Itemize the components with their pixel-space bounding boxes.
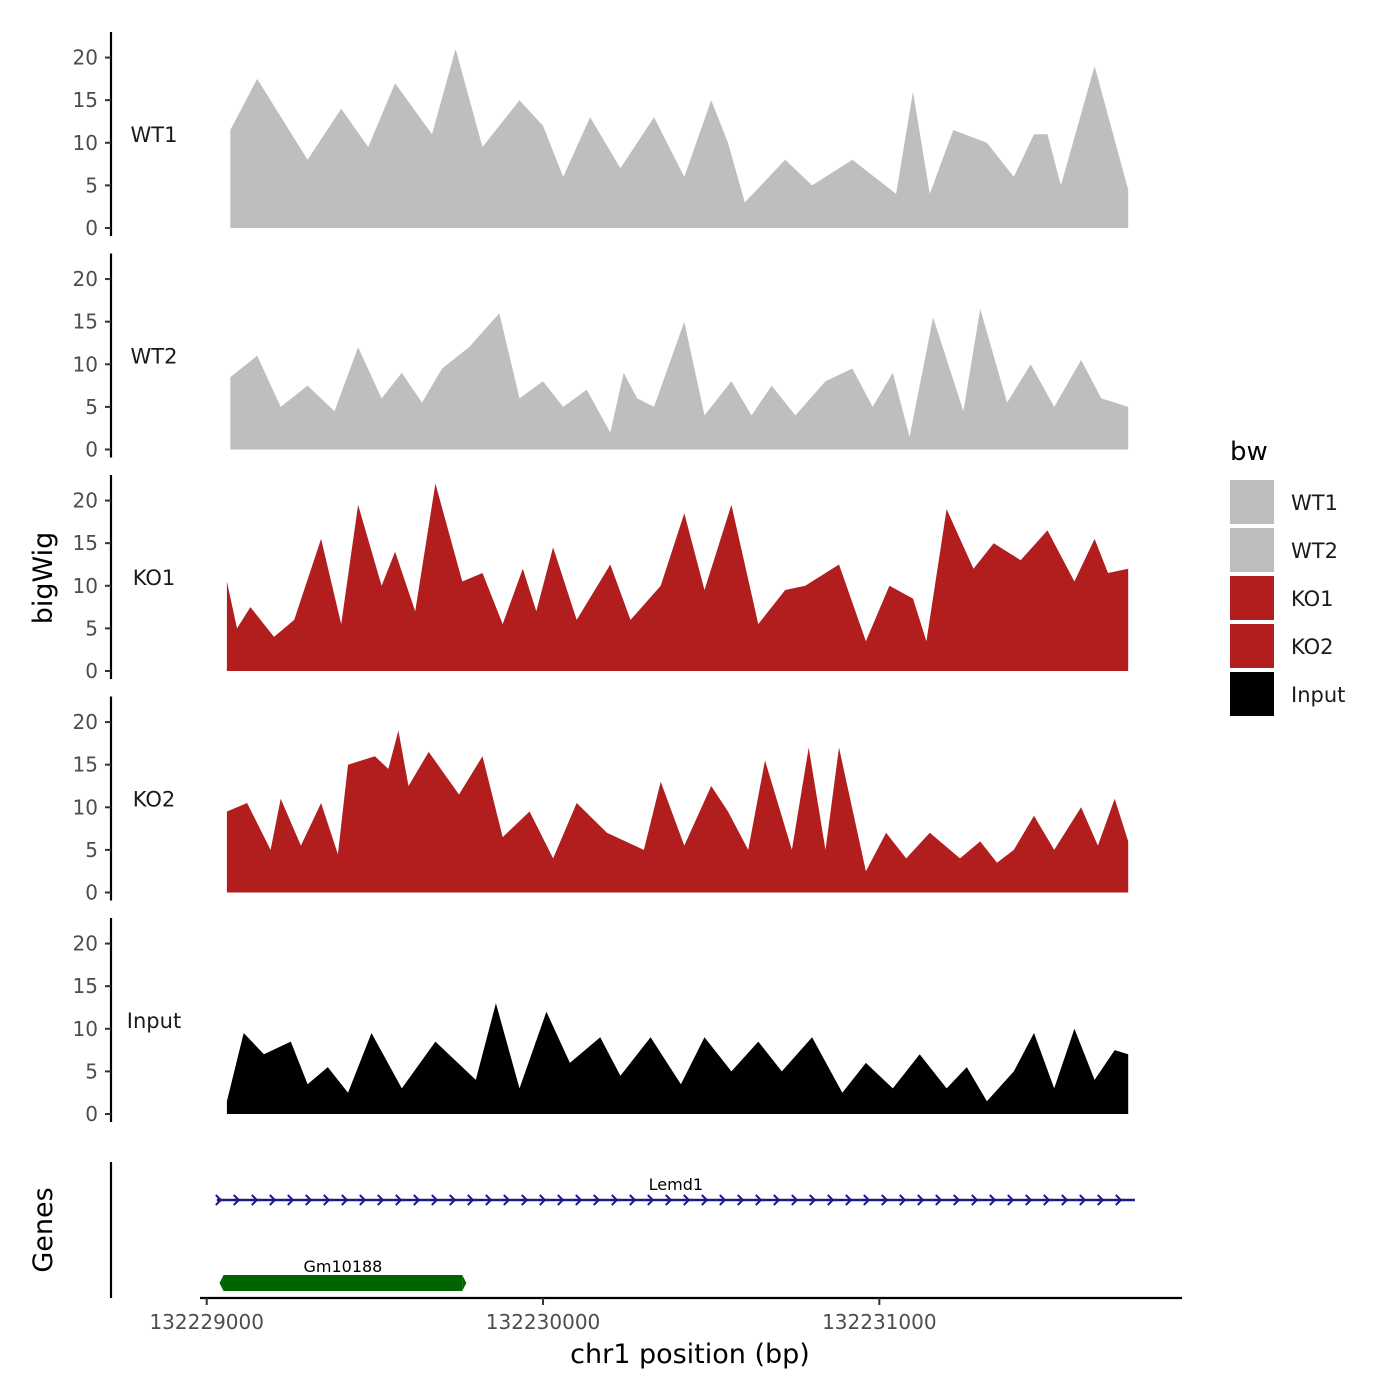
legend-label-ko2: KO2 [1291,635,1334,659]
x-tick-label-132231000: 132231000 [822,1310,937,1334]
legend-entry-wt1: WT1 [1230,480,1338,524]
gene-gm10188: Gm10188 [219,1257,467,1291]
track-panel-wt2: 0 5 10 15 20 WT2 [73,253,1129,462]
legend-swatch-wt1 [1230,480,1274,524]
gene-start-cap-gm10188 [219,1275,224,1291]
legend-entry-ko2: KO2 [1230,624,1334,668]
genes-track: Genes Lemd1 Gm10188 [28,1162,1135,1298]
y-tick-label-wt1-10: 10 [73,131,98,155]
legend: bw WT1 WT2 KO1 KO2 Input [1230,437,1345,716]
y-tick-label-ko1-10: 10 [73,574,98,598]
track-label-input: Input [127,1009,181,1033]
legend-label-wt1: WT1 [1291,491,1338,515]
y-tick-label-wt2-20: 20 [73,267,98,291]
legend-title: bw [1230,437,1268,467]
y-tick-label-ko2-20: 20 [73,710,98,734]
gene-label-gm10188: Gm10188 [303,1257,382,1276]
legend-swatch-ko2 [1230,624,1274,668]
y-tick-label-wt2-0: 0 [85,438,98,462]
signal-tracks: 0 5 10 15 20 WT1 0 5 10 15 20 WT2 0 5 10 15 20 KO1 0 5 10 15 2… [73,32,1129,1126]
track-panel-wt1: 0 5 10 15 20 WT1 [73,32,1129,240]
legend-swatch-ko1 [1230,576,1274,620]
y-tick-label-ko1-5: 5 [85,616,98,640]
y-tick-label-ko2-15: 15 [73,753,98,777]
track-label-wt1: WT1 [131,123,178,147]
y-tick-label-input-5: 5 [85,1059,98,1083]
legend-label-input: Input [1291,683,1345,707]
y-tick-label-wt2-10: 10 [73,352,98,376]
legend-swatch-input [1230,672,1274,716]
x-tick-label-132230000: 132230000 [486,1310,601,1334]
gene-strand-arrows-lemd1 [215,1194,1123,1206]
y-tick-label-wt1-20: 20 [73,46,98,70]
track-label-wt2: WT2 [131,345,178,369]
y-tick-label-ko2-0: 0 [85,881,98,905]
genes-axis-title: Genes [28,1187,59,1272]
signal-area-wt2 [230,308,1129,450]
legend-entry-wt2: WT2 [1230,528,1338,572]
legend-label-wt2: WT2 [1291,539,1338,563]
track-panel-ko1: 0 5 10 15 20 KO1 [73,475,1129,683]
signal-area-ko1 [226,483,1129,671]
y-tick-label-input-20: 20 [73,932,98,956]
y-tick-label-ko2-5: 5 [85,838,98,862]
signal-area-wt1 [230,49,1129,228]
gene-lemd1: Lemd1 [215,1175,1135,1206]
signal-area-input [226,1003,1129,1114]
x-axis-title: chr1 position (bp) [570,1339,810,1370]
legend-label-ko1: KO1 [1291,587,1334,611]
y-tick-label-input-15: 15 [73,974,98,998]
signal-area-ko2 [226,730,1129,893]
y-tick-label-wt1-5: 5 [85,173,98,197]
y-tick-label-ko1-0: 0 [85,659,98,683]
track-panel-input: 0 5 10 15 20 Input [73,918,1129,1126]
y-tick-label-ko1-20: 20 [73,489,98,513]
legend-entry-input: Input [1230,672,1345,716]
x-axis: chr1 position (bp) 132229000 132230000 132… [149,1296,1182,1370]
legend-entry-ko1: KO1 [1230,576,1334,620]
x-tick-label-132229000: 132229000 [149,1310,264,1334]
y-tick-label-input-0: 0 [85,1102,98,1126]
track-label-ko1: KO1 [133,566,176,590]
y-tick-label-wt1-0: 0 [85,216,98,240]
y-tick-label-ko1-15: 15 [73,531,98,555]
y-tick-label-input-10: 10 [73,1017,98,1041]
gene-body-gm10188 [223,1275,463,1291]
gene-label-lemd1: Lemd1 [649,1175,703,1194]
y-axis-title: bigWig [28,532,59,625]
track-panel-ko2: 0 5 10 15 20 KO2 [73,696,1129,905]
y-tick-label-wt2-5: 5 [85,395,98,419]
y-tick-label-wt1-15: 15 [73,88,98,112]
y-tick-label-ko2-10: 10 [73,795,98,819]
y-tick-label-wt2-15: 15 [73,310,98,334]
gene-end-cap-gm10188 [462,1275,467,1291]
track-label-ko2: KO2 [133,788,176,812]
legend-swatch-wt2 [1230,528,1274,572]
